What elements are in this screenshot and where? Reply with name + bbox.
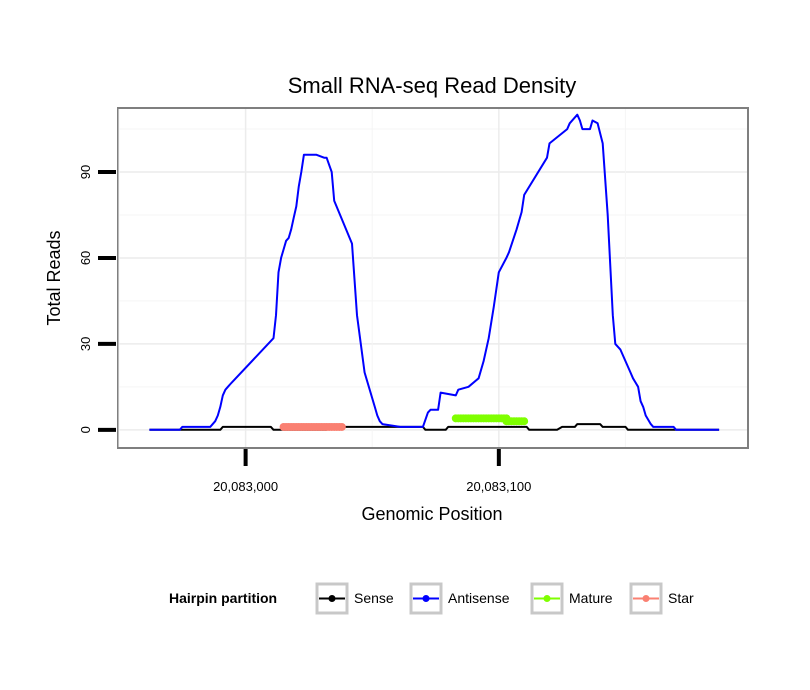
x-tick-label-20083100: 20,083,100 (466, 479, 531, 494)
series-layer (149, 113, 720, 431)
legend-key-dot (543, 595, 551, 602)
y-axis: 0 30 60 90 (78, 165, 116, 433)
segment-mature (451, 414, 511, 423)
legend-entry-sense: Sense (315, 582, 394, 615)
y-axis-label: Total Reads (44, 230, 64, 325)
legend-label-sense: Sense (354, 590, 394, 606)
legend-key-dot (422, 595, 430, 602)
legend-entry-star: Star (629, 582, 694, 615)
legend-entry-antisense: Antisense (409, 582, 510, 615)
legend-label-antisense: Antisense (448, 590, 510, 606)
y-tick-label-0: 0 (78, 426, 93, 433)
legend-entry-mature: Mature (530, 582, 613, 615)
series-line-antisense (149, 113, 720, 431)
chart-title: Small RNA-seq Read Density (288, 73, 577, 98)
segment-point-mature (520, 417, 529, 426)
legend-key-dot (328, 595, 336, 602)
segment-mature (502, 417, 529, 426)
legend: Hairpin partition Sense Antisense Mature St… (169, 582, 694, 615)
legend-label-mature: Mature (569, 590, 613, 606)
x-axis: 20,083,000 20,083,100 (213, 449, 531, 494)
legend-title: Hairpin partition (169, 590, 277, 606)
x-tick-label-20083000: 20,083,000 (213, 479, 278, 494)
plot-panel (117, 107, 749, 449)
y-tick-label-90: 90 (78, 165, 93, 179)
legend-key-dot (642, 595, 650, 602)
segment-point-star (337, 422, 346, 431)
x-axis-label: Genomic Position (361, 504, 502, 524)
legend-label-star: Star (668, 590, 694, 606)
y-tick-label-30: 30 (78, 337, 93, 351)
segment-star (279, 422, 346, 431)
y-tick-label-60: 60 (78, 251, 93, 265)
